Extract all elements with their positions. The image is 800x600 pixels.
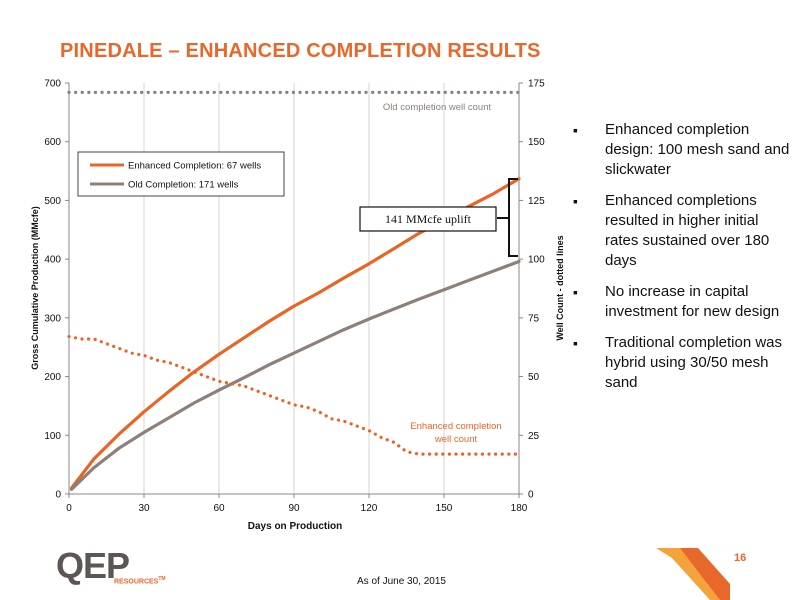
legend-label-old: Old Completion: 171 wells (128, 180, 239, 191)
vertical-gridlines (143, 83, 445, 494)
y2-tick-label: 150 (528, 137, 545, 148)
tick-labels: 0 30 60 90 120 150 180010020030040050060070002… (44, 79, 545, 515)
y2-tick-label: 100 (528, 255, 545, 266)
y-tick-label: 0 (55, 490, 61, 501)
annotation-enh-count-line2: well count (434, 434, 478, 445)
y-axis-label: Gross Cumulative Production (MMcfe) (30, 206, 40, 370)
y-tick-label: 300 (44, 313, 61, 324)
y2-tick-label: 25 (528, 431, 540, 442)
y-tick-label: 100 (44, 431, 61, 442)
qep-logo: QEP RESOURCESTM (56, 545, 166, 586)
series-line-1 (69, 259, 521, 491)
y2-tick-label: 50 (528, 372, 540, 383)
logo-tm: TM (158, 576, 166, 582)
uplift-callout: 141 MMcfe uplift (359, 178, 518, 257)
y-tick-label: 500 (44, 196, 61, 207)
x-tick-label: 0 (66, 503, 72, 514)
y2-tick-label: 125 (528, 196, 545, 207)
footnote: As of June 30, 2015 (357, 576, 446, 587)
bullet-item: Traditional completion was hybrid using … (573, 333, 793, 393)
y2-axis-label: Well Count - dotted lines (555, 235, 565, 340)
bullet-item: Enhanced completion design: 100 mesh san… (573, 120, 793, 180)
page-number: 16 (734, 552, 747, 564)
legend: Enhanced Completion: 67 wells Old Comple… (77, 151, 285, 197)
y-tick-label: 600 (44, 137, 61, 148)
chart-axes (65, 82, 523, 498)
legend-label-enhanced: Enhanced Completion: 67 wells (128, 161, 261, 172)
y2-tick-label: 75 (528, 313, 540, 324)
annotation-enh-count-line1: Enhanced completion (410, 421, 501, 432)
bullet-list: Enhanced completion design: 100 mesh san… (573, 120, 793, 404)
y2-tick-label: 0 (528, 490, 534, 501)
production-chart: 0 30 60 90 120 150 180010020030040050060070002… (30, 79, 565, 533)
x-tick-label: 30 (138, 503, 150, 514)
x-tick-label: 180 (511, 503, 528, 514)
slide-title: PINEDALE – ENHANCED COMPLETION RESULTS (60, 40, 541, 62)
y2-tick-label: 175 (528, 79, 545, 90)
logo-subtext: RESOURCESTM (114, 576, 166, 585)
corner-chevron-decoration (656, 548, 730, 600)
logo-sub-label: RESOURCES (114, 578, 159, 586)
x-tick-label: 90 (288, 503, 300, 514)
x-tick-label: 60 (213, 503, 225, 514)
annotation-old-count: Old completion well count (383, 102, 492, 113)
y-tick-label: 700 (44, 79, 61, 90)
uplift-label: 141 MMcfe uplift (385, 212, 472, 226)
bullet-item: No increase in capital investment for ne… (573, 282, 793, 322)
x-tick-label: 120 (361, 503, 378, 514)
bullet-item: Enhanced completions resulted in higher … (573, 191, 793, 271)
y-tick-label: 200 (44, 372, 61, 383)
series-line-2 (67, 335, 521, 456)
uplift-bracket (497, 178, 518, 257)
y-tick-label: 400 (44, 255, 61, 266)
logo-wordmark: QEP (56, 545, 130, 586)
x-axis-label: Days on Production (248, 521, 342, 532)
x-tick-label: 150 (436, 503, 453, 514)
